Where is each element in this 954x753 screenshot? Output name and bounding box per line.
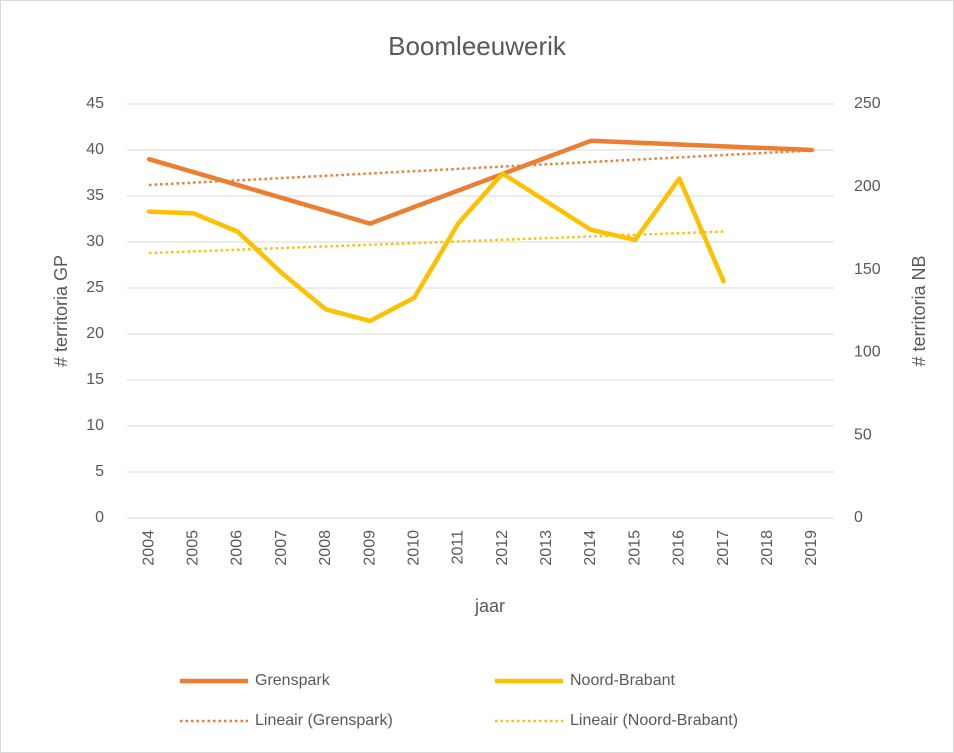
y-tick-label: 35 [86, 187, 104, 204]
x-axis-title: jaar [474, 596, 505, 616]
y2-tick-label: 50 [854, 426, 872, 443]
x-tick-label: 2004 [140, 530, 157, 566]
x-tick-label: 2018 [759, 530, 776, 566]
x-tick-label: 2013 [538, 530, 555, 566]
x-tick-label: 2010 [405, 530, 422, 566]
series-line [146, 138, 815, 226]
y-axis-title: # territoria GP [51, 255, 71, 367]
x-tick-label: 2016 [671, 530, 688, 566]
x-tick-label: 2005 [185, 530, 202, 566]
x-tick-label: 2014 [582, 530, 599, 566]
series-line [149, 230, 724, 255]
y2-axis-title: # territoria NB [909, 255, 929, 366]
series-line [146, 171, 726, 324]
y2-tick-label: 200 [854, 178, 881, 195]
legend-label: Lineair (Grenspark) [255, 712, 393, 729]
y2-tick-label: 100 [854, 344, 881, 361]
x-tick-label: 2008 [317, 530, 334, 566]
x-tick-label: 2019 [803, 530, 820, 566]
y-tick-label: 30 [86, 233, 104, 250]
y2-tick-label: 0 [854, 509, 863, 526]
x-tick-label: 2006 [229, 530, 246, 566]
x-tick-label: 2017 [715, 530, 732, 566]
legend-label: Noord-Brabant [570, 672, 676, 689]
x-tick-label: 2015 [626, 530, 643, 566]
y-tick-label: 20 [86, 325, 104, 342]
x-tick-label: 2012 [494, 530, 511, 566]
y-tick-label: 5 [95, 463, 104, 480]
x-tick-label: 2007 [273, 530, 290, 566]
y2-tick-label: 250 [854, 95, 881, 112]
legend-label: Grenspark [255, 672, 331, 689]
x-tick-label: 2011 [450, 530, 467, 565]
x-tick-label: 2009 [361, 530, 378, 566]
y-tick-label: 0 [95, 509, 104, 526]
y-tick-label: 10 [86, 417, 104, 434]
chart-title: Boomleeuwerik [388, 31, 567, 61]
series-line [149, 149, 812, 187]
y2-tick-label: 150 [854, 261, 881, 278]
y-tick-label: 45 [86, 95, 104, 112]
legend-label: Lineair (Noord-Brabant) [570, 712, 738, 729]
y-tick-label: 25 [86, 279, 104, 296]
y-tick-label: 40 [86, 141, 104, 158]
y-tick-label: 15 [86, 371, 104, 388]
